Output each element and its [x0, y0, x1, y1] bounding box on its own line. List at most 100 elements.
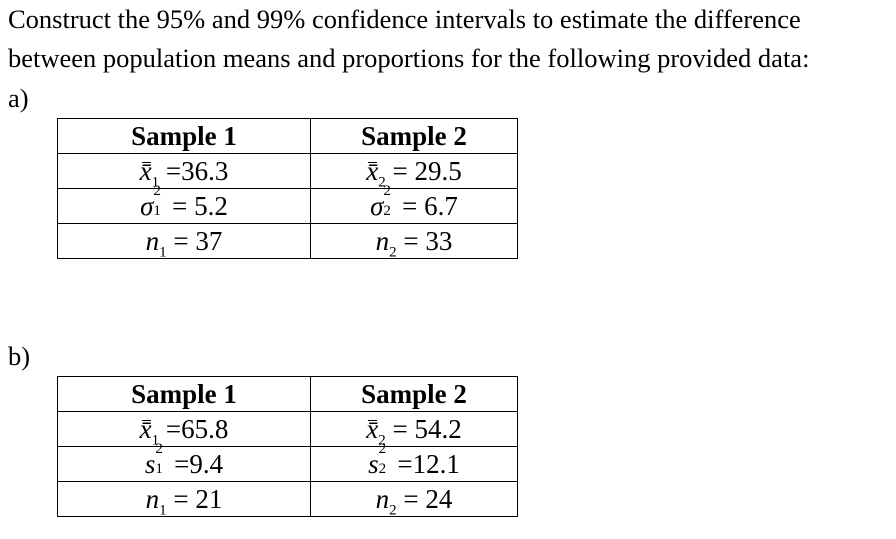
math-expression: n2 = 24: [375, 483, 453, 517]
value: 21: [195, 483, 223, 514]
header-sample-2: Sample 2: [310, 118, 518, 154]
math-expression: n1 = 37: [145, 225, 223, 259]
variable-symbol: x̄: [139, 413, 152, 444]
header-sample-1: Sample 1: [57, 118, 311, 154]
cell-sample-1: x̄1 =36.3: [57, 153, 311, 189]
table-row: x̄1 =65.8 x̄2 = 54.2: [57, 411, 518, 447]
superscript: 2: [378, 440, 387, 457]
superscript: 2: [155, 440, 163, 457]
variable-symbol: s: [144, 448, 156, 479]
subscript: 1: [159, 243, 167, 260]
value: 54.2: [414, 413, 462, 444]
equals-sign: =: [166, 225, 196, 256]
variable-symbol: n: [145, 483, 160, 514]
subscript: 2: [378, 173, 386, 190]
part-a-label: a): [8, 83, 29, 113]
variable-symbol: n: [375, 225, 390, 256]
table-row: x̄1 =36.3 x̄2 = 29.5: [57, 153, 518, 189]
value: 36.3: [181, 155, 229, 186]
part-a-table: Sample 1 Sample 2 x̄1 =36.3 x̄2 = 29.5 σ 2 1…: [57, 118, 518, 259]
subscript: 2: [389, 243, 397, 260]
subscript: 2: [378, 431, 386, 448]
cell-sample-2: x̄2 = 29.5: [310, 153, 518, 189]
subscript: 1: [155, 460, 163, 477]
subscript: 2: [378, 460, 387, 477]
variable-symbol: x̄: [366, 155, 379, 186]
subscript: 1: [151, 173, 160, 190]
cell-sample-1: x̄1 =65.8: [57, 411, 311, 447]
variable-symbol: s: [368, 448, 379, 479]
value: 12.1: [412, 448, 460, 479]
cell-sample-2: n2 = 33: [310, 223, 518, 259]
value: 9.4: [189, 448, 224, 479]
superscript: 2: [383, 182, 391, 199]
value: 65.8: [181, 413, 229, 444]
variable-symbol: n: [375, 483, 390, 514]
table-row: n1 = 21 n2 = 24: [57, 481, 518, 517]
math-expression: n2 = 33: [375, 225, 453, 259]
math-expression: x̄2 = 29.5: [366, 155, 462, 189]
equals-sign: =: [385, 413, 415, 444]
part-a-table-body: Sample 1 Sample 2 x̄1 =36.3 x̄2 = 29.5 σ 2 1…: [57, 118, 518, 259]
part-b-label: b): [8, 341, 31, 371]
equals-sign: =: [167, 448, 190, 479]
header-sample-1: Sample 1: [57, 376, 311, 412]
math-expression: x̄2 = 54.2: [366, 413, 462, 447]
variable-symbol: σ: [140, 190, 154, 221]
equals-sign: =: [390, 448, 413, 479]
equals-sign: =: [395, 190, 425, 221]
variable-symbol: x̄: [366, 413, 379, 444]
question-line-1: Construct the 95% and 99% confidence int…: [8, 4, 801, 34]
subscript: 2: [383, 202, 391, 219]
equals-sign: =: [165, 190, 195, 221]
superscript: 2: [153, 182, 161, 199]
subscript: 2: [389, 501, 397, 518]
value: 6.7: [424, 190, 458, 221]
subscript: 1: [153, 202, 161, 219]
cell-sample-2: x̄2 = 54.2: [310, 411, 518, 447]
table-row: n1 = 37 n2 = 33: [57, 223, 518, 259]
subscript: 1: [151, 431, 160, 448]
equals-sign: =: [396, 225, 426, 256]
variable-symbol: n: [145, 225, 160, 256]
part-b-table-body: Sample 1 Sample 2 x̄1 =65.8 x̄2 = 54.2 s 2 1…: [57, 376, 518, 517]
variable-symbol: σ: [370, 190, 384, 221]
value: 33: [425, 225, 453, 256]
header-sample-2: Sample 2: [310, 376, 518, 412]
cell-sample-1: n1 = 21: [57, 481, 311, 517]
equals-sign: =: [396, 483, 426, 514]
subscript: 1: [159, 501, 167, 518]
math-expression: x̄1 =65.8: [139, 413, 229, 447]
math-expression: x̄1 =36.3: [139, 155, 229, 189]
cell-sample-2: n2 = 24: [310, 481, 518, 517]
equals-sign: =: [159, 155, 182, 186]
value: 37: [195, 225, 223, 256]
part-b-table: Sample 1 Sample 2 x̄1 =65.8 x̄2 = 54.2 s 2 1…: [57, 376, 518, 517]
math-expression: n1 = 21: [145, 483, 223, 517]
value: 24: [425, 483, 453, 514]
equals-sign: =: [166, 483, 196, 514]
question-line-2: between population means and proportions…: [8, 43, 810, 73]
table-header-row: Sample 1 Sample 2: [57, 118, 518, 154]
equals-sign: =: [385, 155, 415, 186]
equals-sign: =: [159, 413, 182, 444]
cell-sample-1: n1 = 37: [57, 223, 311, 259]
value: 29.5: [414, 155, 462, 186]
table-header-row: Sample 1 Sample 2: [57, 376, 518, 412]
variable-symbol: x̄: [139, 155, 152, 186]
value: 5.2: [194, 190, 228, 221]
